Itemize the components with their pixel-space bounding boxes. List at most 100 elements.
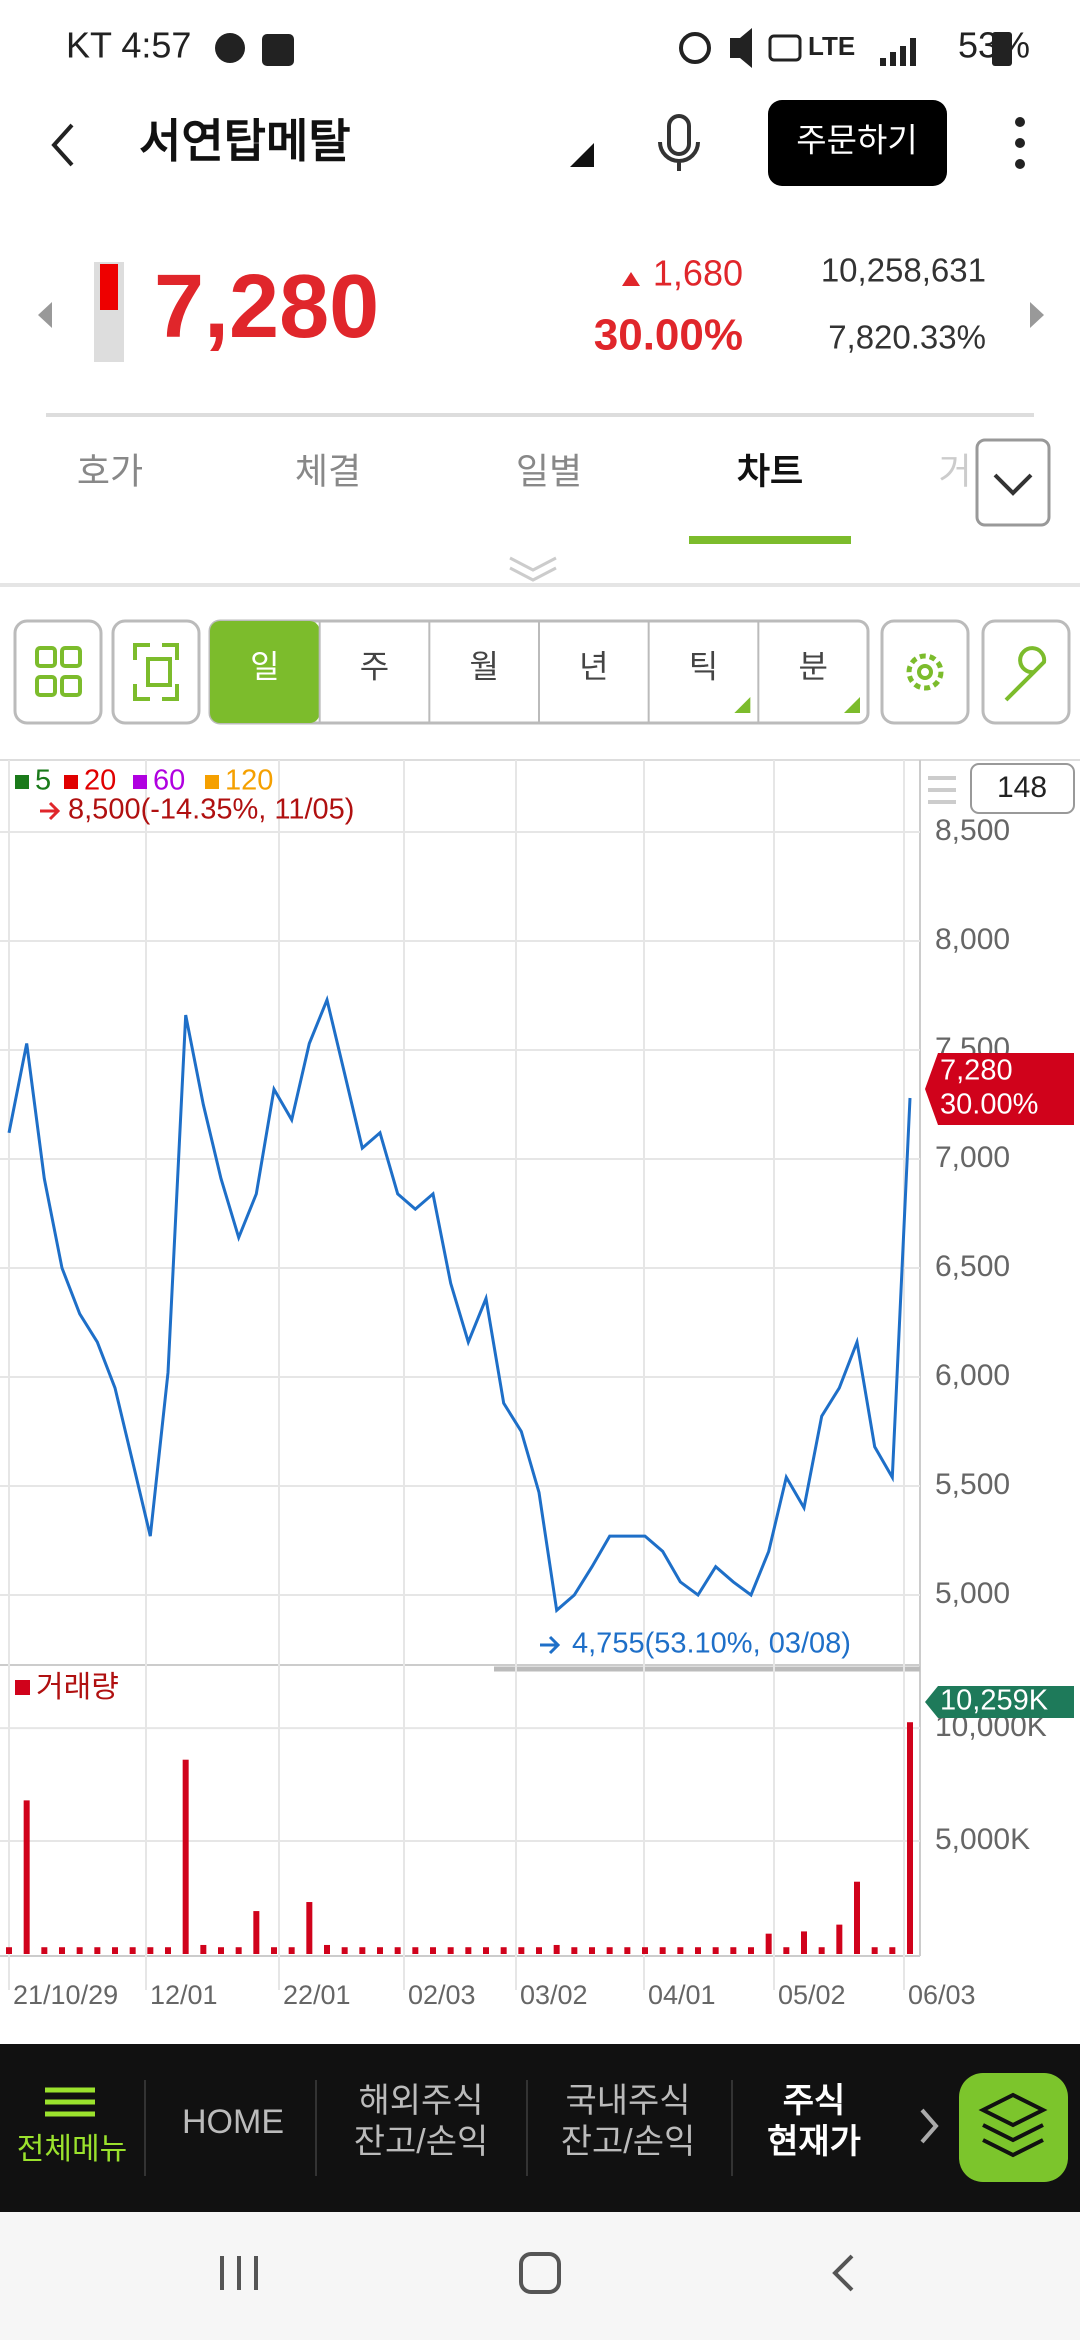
layout-icon <box>35 646 82 697</box>
period-button[interactable]: 틱 <box>689 648 718 684</box>
volume-bar <box>377 1947 383 1954</box>
system-nav <box>0 2212 1080 2340</box>
volume-bar <box>606 1947 613 1954</box>
nav-item[interactable]: HOME <box>182 2103 284 2141</box>
tab[interactable]: 차트 <box>737 451 803 492</box>
volume-bar <box>6 1947 12 1954</box>
settings-icon <box>917 664 933 680</box>
volume-bar <box>801 1931 807 1954</box>
volume-bar <box>359 1947 366 1954</box>
y-tick-label: 8,000 <box>935 923 1010 956</box>
signal-icon <box>880 38 916 66</box>
volume-bar <box>165 1947 171 1954</box>
menu-icon[interactable] <box>928 776 956 804</box>
volume-bar <box>447 1947 454 1954</box>
y-tick-label: 8,500 <box>935 814 1010 847</box>
period-button[interactable]: 년 <box>579 648 608 684</box>
back-system-button[interactable] <box>832 2254 854 2292</box>
stock-title[interactable]: 서연탑메탈 <box>139 115 351 167</box>
more-button[interactable] <box>1015 117 1025 169</box>
period-submenu-mark <box>844 697 860 713</box>
volume-bar <box>288 1947 295 1954</box>
tab[interactable]: 호가 <box>77 451 143 492</box>
volume-bar <box>518 1947 525 1954</box>
high-arrow <box>40 801 61 821</box>
nav-item[interactable]: 주식 <box>783 2082 846 2120</box>
dropdown-icon[interactable] <box>570 143 594 167</box>
nav-item[interactable]: 잔고/손익 <box>561 2123 696 2161</box>
legend-label: 20 <box>84 765 116 797</box>
nav-item[interactable]: 현재가 <box>767 2123 861 2161</box>
collapse-icon[interactable] <box>509 556 557 582</box>
volume-bar <box>112 1947 118 1954</box>
volume-bar <box>394 1947 401 1954</box>
volume-bar <box>624 1947 631 1954</box>
low-note: 4,755(53.10%, 03/08) <box>572 1628 851 1660</box>
x-tick-label: 02/03 <box>408 1980 476 2010</box>
fullscreen-button[interactable] <box>111 619 201 725</box>
menu-icon[interactable] <box>45 2087 95 2117</box>
volume-bar <box>642 1947 648 1954</box>
volume-bar <box>94 1947 101 1954</box>
change-rate: 30.00% <box>594 311 743 360</box>
next-arrow[interactable] <box>1030 302 1044 328</box>
volume-bar <box>271 1947 277 1954</box>
period-button[interactable]: 분 <box>798 648 827 684</box>
legend-label: 5 <box>35 765 51 797</box>
period-button[interactable]: 월 <box>469 648 498 684</box>
tab[interactable]: 체결 <box>295 451 361 492</box>
volume-bar <box>818 1947 825 1954</box>
volume-bar <box>483 1947 489 1954</box>
period-button[interactable]: 일 <box>250 648 279 684</box>
tab-more-button[interactable] <box>975 438 1051 527</box>
volume-bar <box>129 1947 136 1954</box>
volume-bar <box>218 1947 224 1954</box>
x-tick-label: 05/02 <box>778 1980 846 2010</box>
volume-bar <box>783 1947 790 1954</box>
volume-bar <box>854 1881 860 1954</box>
volume-bar <box>412 1947 419 1954</box>
y-tick-label: 5,500 <box>935 1468 1010 1501</box>
trade-volume: 10,258,631 <box>821 252 986 289</box>
current-price: 7,280 <box>154 257 379 357</box>
x-tick-label: 22/01 <box>283 1980 351 2010</box>
volume-bar <box>589 1947 595 1954</box>
tab[interactable]: 거 <box>938 451 971 492</box>
tab-more-icon <box>993 473 1033 496</box>
nav-item[interactable]: 전체메뉴 <box>17 2133 127 2166</box>
tab[interactable]: 일별 <box>516 451 582 492</box>
home-button[interactable] <box>519 2252 561 2294</box>
low-arrow <box>540 1635 561 1655</box>
count-box[interactable] <box>970 763 1075 814</box>
nav-scroll-arrow[interactable] <box>920 2108 939 2144</box>
layout-button[interactable] <box>13 619 103 725</box>
back-button[interactable] <box>51 123 74 167</box>
volume-bar <box>836 1924 843 1954</box>
up-arrow <box>622 272 640 286</box>
fullscreen-icon <box>133 643 179 701</box>
order-button[interactable] <box>768 100 947 186</box>
volume-bar <box>41 1947 48 1954</box>
prev-arrow[interactable] <box>38 302 52 328</box>
volume-bar <box>500 1947 507 1954</box>
mic-button[interactable] <box>667 114 691 156</box>
layers-button[interactable] <box>959 2073 1068 2182</box>
status-icon <box>215 33 245 63</box>
volume-bar <box>712 1947 719 1954</box>
volume-bar <box>324 1944 330 1954</box>
price-change: 1,680 <box>653 253 743 294</box>
volume-bar <box>23 1800 30 1954</box>
tools-icon <box>1004 646 1047 702</box>
fullscreen-icon <box>146 657 172 687</box>
recents-button[interactable] <box>220 2256 258 2290</box>
nav-item[interactable]: 해외주식 <box>358 2082 483 2120</box>
nav-item[interactable]: 국내주식 <box>565 2082 690 2120</box>
lte-icon: LTE <box>808 31 855 61</box>
period-button[interactable]: 주 <box>360 648 389 684</box>
settings-button[interactable] <box>880 619 970 725</box>
volume-bar <box>907 1722 913 1954</box>
volume-bar <box>659 1947 666 1954</box>
nav-item[interactable]: 잔고/손익 <box>354 2123 489 2161</box>
